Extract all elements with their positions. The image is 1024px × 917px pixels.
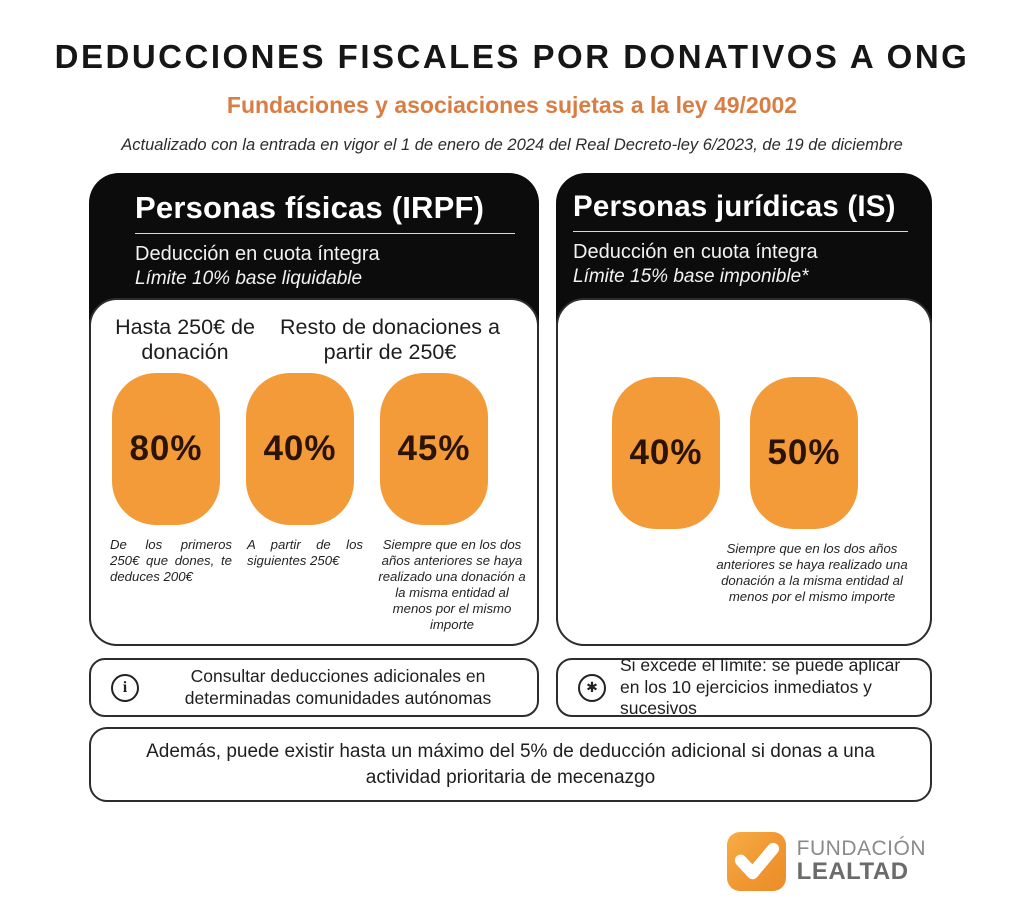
is-card-header: Personas jurídicas (IS) Deducción en cuo… <box>556 173 932 298</box>
logo-line2: LEALTAD <box>796 857 909 885</box>
additional-deduction-text: Además, puede existir hasta un máximo de… <box>146 740 875 788</box>
irpf-pill-40: 40% <box>246 373 354 525</box>
irpf-group1-header: Hasta 250€ de donación <box>115 315 255 365</box>
irpf-column-headers: Hasta 250€ de donación Resto de donacion… <box>91 300 537 373</box>
irpf-pill-45-value: 45% <box>397 429 471 468</box>
info-icon: i <box>111 673 139 702</box>
header-divider <box>573 231 908 232</box>
is-pill-50: 50% <box>750 377 858 529</box>
header: DEDUCCIONES FISCALES POR DONATIVOS A ONG… <box>0 0 1024 155</box>
is-pill-50-note: Siempre que en los dos años anteriores s… <box>716 541 908 605</box>
is-pill-40: 40% <box>612 377 720 529</box>
cards-row: Personas físicas (IRPF) Deducción en cuo… <box>89 173 1024 646</box>
irpf-pill-80-value: 80% <box>129 429 203 468</box>
irpf-pill-40-note: A partir de los siguientes 250€ <box>247 537 363 569</box>
page-title: DEDUCCIONES FISCALES POR DONATIVOS A ONG <box>54 38 970 75</box>
is-card-title: Personas jurídicas (IS) <box>573 190 896 223</box>
is-card-body: 40% 50% Siempre que en los dos años ante… <box>556 298 932 646</box>
is-card-subtitle: Deducción en cuota íntegra <box>573 241 818 263</box>
page-subtitle: Fundaciones y asociaciones sujetas a la … <box>226 92 798 118</box>
irpf-pill-40-value: 40% <box>263 429 337 468</box>
irpf-card-body: Hasta 250€ de donación Resto de donacion… <box>89 298 539 646</box>
is-pill-50-value: 50% <box>767 433 841 472</box>
asterisk-icon: ✱ <box>578 673 606 702</box>
logo-text: FUNDACIÓN LEALTAD <box>797 838 926 885</box>
is-card: Personas jurídicas (IS) Deducción en cuo… <box>556 173 932 646</box>
irpf-card-limit: Límite 10% base liquidable <box>135 268 363 289</box>
irpf-group2-header: Resto de donaciones a partir de 250€ <box>280 315 500 365</box>
limit-exceeded-note: ✱ Si excede el límite: se puede aplicar … <box>556 655 932 719</box>
limit-exceeded-text: Si excede el límite: se puede aplicar en… <box>620 655 901 719</box>
irpf-pills: 80% 40% 45% <box>91 373 537 525</box>
regional-deductions-note: i Consultar deducciones adicionales en d… <box>89 658 539 717</box>
additional-deduction-note: Además, puede existir hasta un máximo de… <box>89 727 932 802</box>
irpf-card-subtitle: Deducción en cuota íntegra <box>135 243 380 265</box>
irpf-card: Personas físicas (IRPF) Deducción en cuo… <box>89 173 539 646</box>
irpf-card-title: Personas físicas (IRPF) <box>135 190 485 225</box>
logo-line1: FUNDACIÓN <box>796 837 926 861</box>
is-card-limit: Límite 15% base imponible* <box>573 266 809 287</box>
irpf-pill-notes: De los primeros 250€ que dones, te deduc… <box>91 525 537 634</box>
irpf-pill-45-note: Siempre que en los dos años anteriores s… <box>378 537 526 633</box>
header-divider <box>135 233 515 234</box>
fundacion-lealtad-logo: FUNDACIÓN LEALTAD <box>726 832 926 891</box>
irpf-pill-80: 80% <box>112 373 220 525</box>
update-note: Actualizado con la entrada en vigor el 1… <box>121 136 903 154</box>
notes-row: i Consultar deducciones adicionales en d… <box>89 655 1024 719</box>
is-pill-40-value: 40% <box>629 433 703 472</box>
checkmark-icon <box>726 832 786 891</box>
regional-deductions-text: Consultar deducciones adicionales en det… <box>184 666 492 708</box>
irpf-pill-45: 45% <box>380 373 488 525</box>
irpf-card-header: Personas físicas (IRPF) Deducción en cuo… <box>89 173 539 298</box>
irpf-pill-80-note: De los primeros 250€ que dones, te deduc… <box>110 537 232 585</box>
is-pills: 40% 50% <box>558 300 930 529</box>
